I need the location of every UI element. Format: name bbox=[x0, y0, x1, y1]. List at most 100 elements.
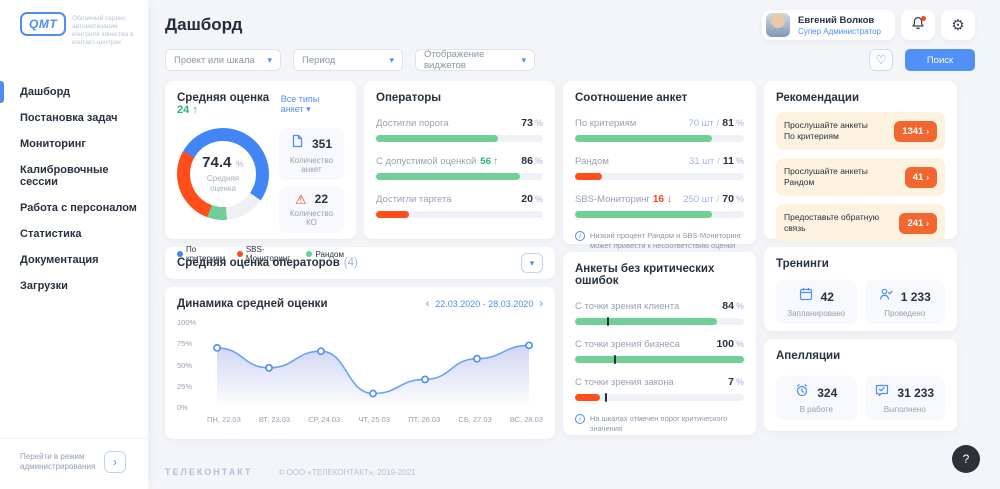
footer-brand: ТЕЛЕКОНТАКТ bbox=[165, 467, 253, 477]
notifications-button[interactable] bbox=[901, 10, 935, 40]
survey-ratio-title: Соотношение анкет bbox=[575, 92, 688, 104]
surveys-count-stat: 351 Количество анкет bbox=[279, 128, 344, 180]
trainings-done-stat: 1 233 Проведено bbox=[864, 280, 945, 324]
recommendation-item: Прослушайте анкеты Рандом 41 › bbox=[776, 158, 945, 196]
header: Дашборд Евгений Волков Супер Администрат… bbox=[165, 0, 1000, 40]
survey-ratio-card: Соотношение анкет По критериям 70 шт/ 81… bbox=[563, 81, 756, 250]
trainings-card: Тренинги 42 Запланирова bbox=[764, 247, 957, 331]
threshold-tick bbox=[607, 317, 610, 326]
progress-row: С точки зрения клиента 84% bbox=[575, 300, 744, 326]
search-button[interactable]: Поиск bbox=[905, 49, 975, 71]
avg-score-center-label: Средняя оценка bbox=[206, 174, 240, 193]
appeals-title: Апелляции bbox=[776, 350, 841, 362]
critical-errors-value: 22 bbox=[314, 192, 328, 206]
admin-mode-section: Перейти в режим администрирования › bbox=[0, 438, 148, 489]
down-arrow-icon: ↓ bbox=[666, 194, 672, 205]
heart-icon: ♡ bbox=[875, 53, 887, 67]
percent-sign: % bbox=[235, 159, 244, 169]
progress-row: С точки зрения бизнеса 100% bbox=[575, 338, 744, 364]
sidebar-item-hr[interactable]: Работа с персоналом bbox=[20, 202, 137, 214]
no-critical-errors-card: Анкеты без критических ошибок С точки зр… bbox=[563, 252, 756, 435]
settings-button[interactable]: ⚙ bbox=[941, 10, 975, 40]
expand-button[interactable]: ▾ bbox=[521, 253, 543, 273]
widgets-select-label: Отображение виджетов bbox=[424, 49, 485, 71]
sidebar-item-documentation[interactable]: Документация bbox=[20, 254, 99, 266]
filter-bar: Проект или шкала ▾ Период ▾ Отображение … bbox=[165, 49, 1000, 71]
next-period-button[interactable]: › bbox=[539, 298, 543, 310]
arrow-right-icon: › bbox=[926, 172, 929, 182]
progress-row: Достигли порога 73% bbox=[376, 117, 543, 142]
recommendations-card: Рекомендации Прослушайте анкеты По критер… bbox=[764, 81, 957, 242]
surveys-count-label: Количество анкет bbox=[290, 156, 333, 174]
info-icon: i bbox=[575, 231, 585, 241]
sidebar-item-monitoring[interactable]: Мониторинг bbox=[20, 138, 86, 150]
bell-icon bbox=[910, 15, 926, 36]
admin-mode-button[interactable]: › bbox=[104, 451, 126, 473]
alarm-clock-icon bbox=[795, 383, 809, 402]
trainings-planned-stat: 42 Запланировано bbox=[776, 280, 857, 324]
up-arrow-icon: ↑ bbox=[493, 156, 499, 167]
help-button[interactable]: ? bbox=[952, 445, 980, 473]
trainings-title: Тренинги bbox=[776, 258, 829, 270]
no-critical-errors-title: Анкеты без критических ошибок bbox=[575, 263, 715, 287]
page-title: Дашборд bbox=[165, 15, 243, 34]
sidebar: QMT Облачный сервис автоматизации контро… bbox=[0, 0, 148, 489]
period-select-label: Период bbox=[302, 54, 336, 66]
arrow-right-icon: › bbox=[926, 126, 929, 136]
no-critical-note: i На шкалах отмечен порог критического з… bbox=[575, 414, 744, 434]
avg-score-card: Средняя оценка 24 ↑ Все типы анкет ▾ 74.… bbox=[165, 81, 356, 263]
x-axis-labels: ПН, 22.03 ВТ, 23.03 СР, 24.03 ЧТ, 25.03 ПТ… bbox=[207, 415, 543, 424]
info-icon: i bbox=[575, 414, 585, 424]
threshold-tick bbox=[613, 355, 616, 364]
legend-dot bbox=[306, 251, 313, 257]
legend-dot bbox=[236, 251, 243, 257]
recommendation-count-button[interactable]: 1341 › bbox=[894, 120, 937, 142]
surveys-count-value: 351 bbox=[311, 136, 333, 151]
user-menu[interactable]: Евгений Волков Супер Администратор bbox=[762, 10, 895, 40]
qmt-logo[interactable]: QMT bbox=[20, 12, 67, 36]
appeals-done-stat: 31 233 Выполнено bbox=[864, 376, 945, 420]
recommendation-count-button[interactable]: 41 › bbox=[904, 166, 937, 188]
favorites-button[interactable]: ♡ bbox=[869, 49, 893, 71]
legend-dot bbox=[177, 251, 183, 257]
avg-score-title: Средняя оценка 24 ↑ bbox=[177, 92, 270, 116]
avg-score-donut: 74.4 % Средняя оценка bbox=[177, 128, 269, 220]
y-axis-labels: 100% 75% 50% 25% 0% bbox=[177, 318, 197, 412]
period-select[interactable]: Период ▾ bbox=[293, 49, 403, 71]
progress-row: С точки зрения закона 7% bbox=[575, 376, 744, 402]
recommendation-item: Предоставьте обратную связь 241 › bbox=[776, 204, 945, 242]
sidebar-item-calibration-sessions[interactable]: Калибровочные сессии bbox=[20, 164, 109, 188]
document-icon bbox=[291, 134, 304, 153]
sidebar-item-downloads[interactable]: Загрузки bbox=[20, 280, 68, 292]
chevron-down-icon: ▾ bbox=[306, 103, 311, 114]
appeals-in-progress-stat: 324 В работе bbox=[776, 376, 857, 420]
header-actions: Евгений Волков Супер Администратор ⚙ bbox=[762, 10, 975, 40]
sidebar-item-statistics[interactable]: Статистика bbox=[20, 228, 82, 240]
project-or-scale-select[interactable]: Проект или шкала ▾ bbox=[165, 49, 281, 71]
progress-row: С допустимой оценкой 56 ↑ 86% bbox=[376, 155, 543, 180]
arrow-right-icon: › bbox=[113, 455, 117, 469]
prev-period-button[interactable]: ‹ bbox=[425, 298, 430, 310]
all-survey-types-link[interactable]: Все типы анкет ▾ bbox=[280, 93, 320, 114]
cards-grid: Средняя оценка 24 ↑ Все типы анкет ▾ 74.… bbox=[165, 81, 1000, 439]
chevron-down-icon: ▾ bbox=[389, 54, 394, 65]
operators-avg-title: Средняя оценка операторов (4) bbox=[177, 257, 358, 269]
recommendation-item: Прослушайте анкеты По критериям 1341 › bbox=[776, 112, 945, 150]
logo-row: QMT Облачный сервис автоматизации контро… bbox=[0, 0, 148, 47]
user-name: Евгений Волков bbox=[798, 14, 875, 26]
sidebar-item-dashboard[interactable]: Дашборд bbox=[0, 79, 148, 105]
up-arrow-icon: ↑ bbox=[192, 104, 198, 116]
person-check-icon bbox=[879, 287, 893, 306]
gear-icon: ⚙ bbox=[951, 17, 965, 34]
widgets-display-select[interactable]: Отображение виджетов ▾ bbox=[415, 49, 535, 71]
chevron-down-icon: ▾ bbox=[521, 54, 526, 65]
dynamics-title: Динамика средней оценки bbox=[177, 298, 328, 310]
critical-errors-label: Количество КО bbox=[290, 209, 333, 227]
progress-row: Рандом 31 шт/ 11% bbox=[575, 155, 744, 180]
operators-card: Операторы Достигли порога 73% С допустим… bbox=[364, 81, 555, 239]
avg-score-value: 74.4 bbox=[202, 154, 232, 171]
sidebar-item-tasks[interactable]: Постановка задач bbox=[20, 112, 118, 124]
recommendation-count-button[interactable]: 241 › bbox=[899, 212, 937, 234]
app-tagline: Облачный сервис автоматизации контроля к… bbox=[72, 15, 134, 46]
chat-check-icon bbox=[875, 383, 889, 402]
